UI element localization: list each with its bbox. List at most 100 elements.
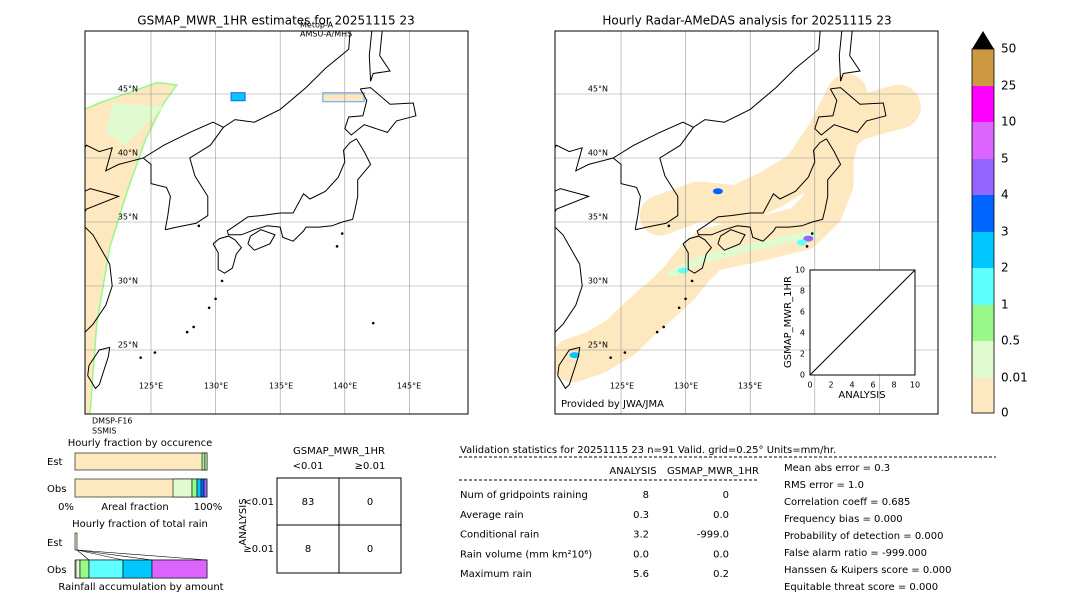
rain-area — [105, 103, 164, 146]
label: Obs — [47, 565, 66, 576]
colorbar-segment — [972, 305, 994, 341]
left-map — [85, 31, 468, 414]
label: 4 — [1001, 188, 1009, 202]
label: Mean abs error = 0.3 — [784, 463, 890, 474]
colorbar-segment — [972, 122, 994, 159]
label: 0 — [367, 497, 373, 508]
label: 2 — [1001, 261, 1009, 275]
label: SSMIS — [92, 427, 117, 436]
label: ≥0.01 — [355, 461, 386, 472]
label: 0.3 — [633, 510, 649, 521]
coastline — [838, 31, 843, 82]
label: 100% — [194, 502, 223, 513]
label: 0.0 — [713, 549, 729, 560]
label: Hanssen & Kuipers score = 0.000 — [784, 565, 951, 576]
rain-cell — [569, 352, 580, 359]
colorbar-extend — [972, 31, 994, 49]
label: 6 — [870, 381, 875, 390]
label: Probability of detection = 0.000 — [784, 531, 943, 542]
label: GSMAP_MWR_1HR — [667, 466, 759, 477]
label: 8 — [891, 381, 896, 390]
coastline — [814, 87, 887, 136]
label: 6 — [800, 308, 805, 317]
coastline — [247, 229, 276, 251]
label: 8 — [643, 490, 649, 501]
label: 0 — [367, 544, 373, 555]
island — [655, 330, 659, 334]
label: 83 — [302, 497, 315, 508]
label: 35°N — [588, 213, 608, 222]
colorbar-segment — [972, 195, 994, 232]
contingency-grid — [276, 477, 402, 574]
label: GSMAP_MWR_1HR — [783, 276, 794, 368]
label: 0.01 — [1001, 371, 1028, 385]
label: 0.0 — [633, 549, 649, 560]
island — [662, 325, 665, 329]
island — [207, 306, 211, 310]
rain-area — [85, 81, 179, 414]
label: 35°N — [118, 213, 138, 222]
label: 130°E — [204, 382, 228, 391]
coastline — [555, 144, 641, 333]
label: 0.2 — [713, 569, 729, 580]
island — [197, 224, 201, 228]
coastline — [85, 144, 171, 333]
colorbar-segment — [972, 159, 994, 195]
label: 0.5 — [1001, 334, 1020, 348]
label: Metop-A — [300, 21, 334, 30]
label: 125°E — [610, 382, 634, 391]
label: Est — [47, 457, 63, 468]
label: 8 — [800, 287, 805, 296]
label: 30°N — [588, 277, 608, 286]
island — [677, 306, 681, 310]
island — [139, 356, 142, 359]
label: 25°N — [588, 341, 608, 350]
coastline — [612, 31, 821, 159]
island — [623, 351, 627, 354]
label: Areal fraction — [101, 502, 168, 513]
rain-cell — [796, 239, 807, 246]
label: Rain volume (mm km²10⁶) — [460, 549, 592, 560]
label: Equitable threat score = 0.000 — [784, 582, 938, 593]
colorbar-frame — [971, 48, 995, 414]
label: ANALYSIS — [838, 390, 885, 401]
label: GSMAP_MWR_1HR estimates for 20251115 23 — [137, 14, 414, 28]
coastline — [212, 235, 243, 274]
label: ANALYSIS — [609, 466, 656, 477]
coastline — [370, 31, 391, 82]
rain-area — [322, 92, 365, 103]
coastline — [142, 31, 351, 159]
label: 8 — [305, 544, 311, 555]
label: 3 — [1001, 225, 1009, 239]
coastline — [165, 127, 224, 231]
label: <0.01 — [243, 497, 274, 508]
right-map — [555, 31, 938, 414]
label: 10 — [795, 266, 805, 275]
label: ≥0.01 — [243, 544, 274, 555]
label: 5 — [1001, 152, 1009, 166]
island — [192, 325, 195, 329]
label: 2 — [828, 381, 833, 390]
colorbar-segment — [972, 268, 994, 305]
colorbar-segment — [972, 86, 994, 122]
island — [185, 330, 189, 334]
label: 40°N — [118, 149, 138, 158]
island — [340, 232, 344, 235]
label: 0 — [1001, 406, 1009, 420]
label: -999.0 — [697, 530, 729, 541]
label: 0 — [807, 381, 812, 390]
rain-cell — [230, 92, 246, 102]
label: Average rain — [460, 510, 524, 521]
coastline — [344, 87, 417, 136]
label: Validation statistics for 20251115 23 n=… — [460, 445, 836, 456]
coastline — [717, 229, 746, 251]
coastline — [840, 31, 861, 82]
colorbar-segment — [972, 378, 994, 413]
label: Rainfall accumulation by amount — [58, 582, 223, 593]
label: Est — [47, 538, 63, 549]
colorbar-segment — [972, 232, 994, 268]
label: 1 — [1001, 298, 1009, 312]
label: 0.0 — [713, 510, 729, 521]
label: 25 — [1001, 79, 1016, 93]
